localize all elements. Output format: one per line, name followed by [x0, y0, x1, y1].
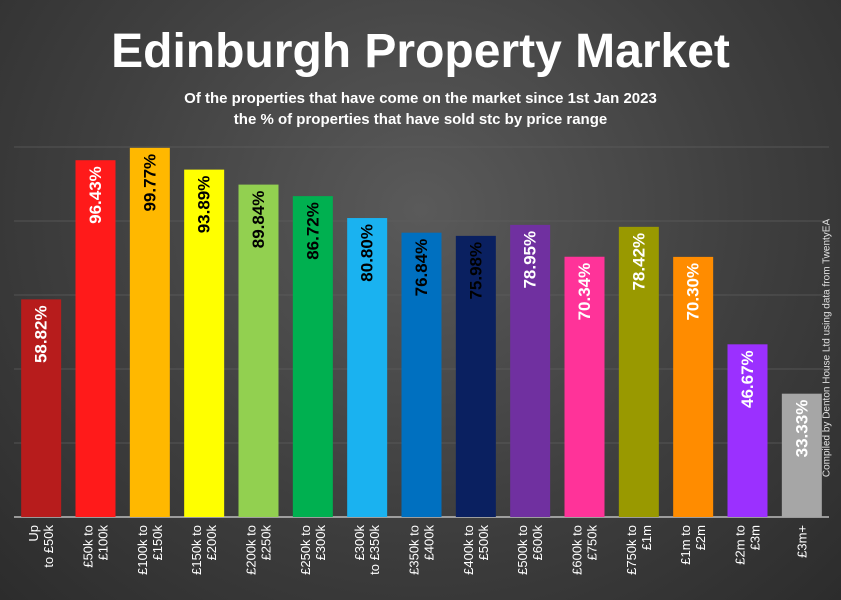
bar [184, 169, 225, 517]
bar-data-label: 46.67% [738, 350, 757, 408]
bar-data-label: 78.42% [629, 233, 648, 291]
bar-data-label: 80.80% [358, 224, 377, 282]
category-label: £600k [530, 525, 545, 561]
bar-data-label: 70.30% [684, 263, 703, 321]
bar-data-label: 70.34% [575, 263, 594, 321]
bar-data-label: 93.89% [195, 176, 214, 234]
category-label: £2m to [733, 525, 748, 565]
category-label: Up [26, 525, 41, 542]
bar [292, 196, 333, 518]
bar [673, 256, 714, 517]
bar-data-label: 58.82% [32, 305, 51, 363]
subtitle-line-2: the % of properties that have sold stc b… [233, 111, 608, 128]
category-label: £750k [585, 525, 600, 561]
category-label: £350k to [407, 525, 422, 575]
bar [455, 235, 496, 517]
category-label: £1m [639, 525, 654, 550]
bar-data-label: 96.43% [86, 166, 105, 224]
bar [401, 232, 442, 517]
category-labels: Up to £50k £50k to £100k £100k to £150k £150k … [26, 525, 809, 575]
bar-data-label: 76.84% [412, 239, 431, 297]
category-label: £150k to [189, 525, 204, 575]
category-label: £200k to [244, 525, 259, 575]
bar [21, 299, 62, 517]
category-label: £1m to [678, 525, 693, 565]
category-label: £100k to [135, 525, 150, 575]
data-credit: Compiled by Denton House Ltd using data … [821, 218, 833, 478]
category-label: £750k to [624, 525, 639, 575]
category-label: to £50k [41, 525, 56, 568]
category-label: £150k [150, 525, 165, 561]
category-label: £50k to [81, 525, 96, 568]
bar-data-label: 86.72% [303, 202, 322, 260]
category-label: £200k [204, 525, 219, 561]
chart-subtitle: Of the properties that have come on the … [0, 88, 841, 130]
category-label: £100k [96, 525, 111, 561]
category-label: to £350k [367, 525, 382, 575]
category-label: £500k to [515, 525, 530, 575]
category-label: £400k to [461, 525, 476, 575]
bar [564, 256, 605, 517]
bar [129, 147, 170, 517]
bars [21, 147, 822, 518]
category-label: £250k to [298, 525, 313, 575]
category-label: £3m [748, 525, 763, 550]
subtitle-line-1: Of the properties that have come on the … [184, 90, 657, 107]
category-label: £250k [259, 525, 274, 561]
bar [75, 160, 116, 518]
bar-data-label: 75.98% [466, 242, 485, 300]
bar [347, 218, 388, 518]
category-label: £600k to [570, 525, 585, 575]
bar [727, 344, 768, 517]
bar [618, 226, 659, 517]
bar-data-label: 78.95% [521, 231, 540, 289]
bar [781, 393, 822, 517]
category-label: £300k [313, 525, 328, 561]
bar-data-label: 33.33% [792, 400, 811, 458]
bar [238, 184, 279, 518]
category-label: £2m [693, 525, 708, 550]
bar [510, 224, 551, 517]
category-label: £3m+ [794, 525, 809, 558]
category-label: £400k [422, 525, 437, 561]
bar-data-label: 89.84% [249, 191, 268, 249]
category-label: £500k [476, 525, 491, 561]
data-labels: 58.82% 96.43% 99.77% 93.89% 89.84% 86.72% 80.8… [32, 154, 812, 457]
chart-title: Edinburgh Property Market [111, 25, 730, 78]
bar-data-label: 99.77% [140, 154, 159, 212]
category-label: £300k [352, 525, 367, 561]
